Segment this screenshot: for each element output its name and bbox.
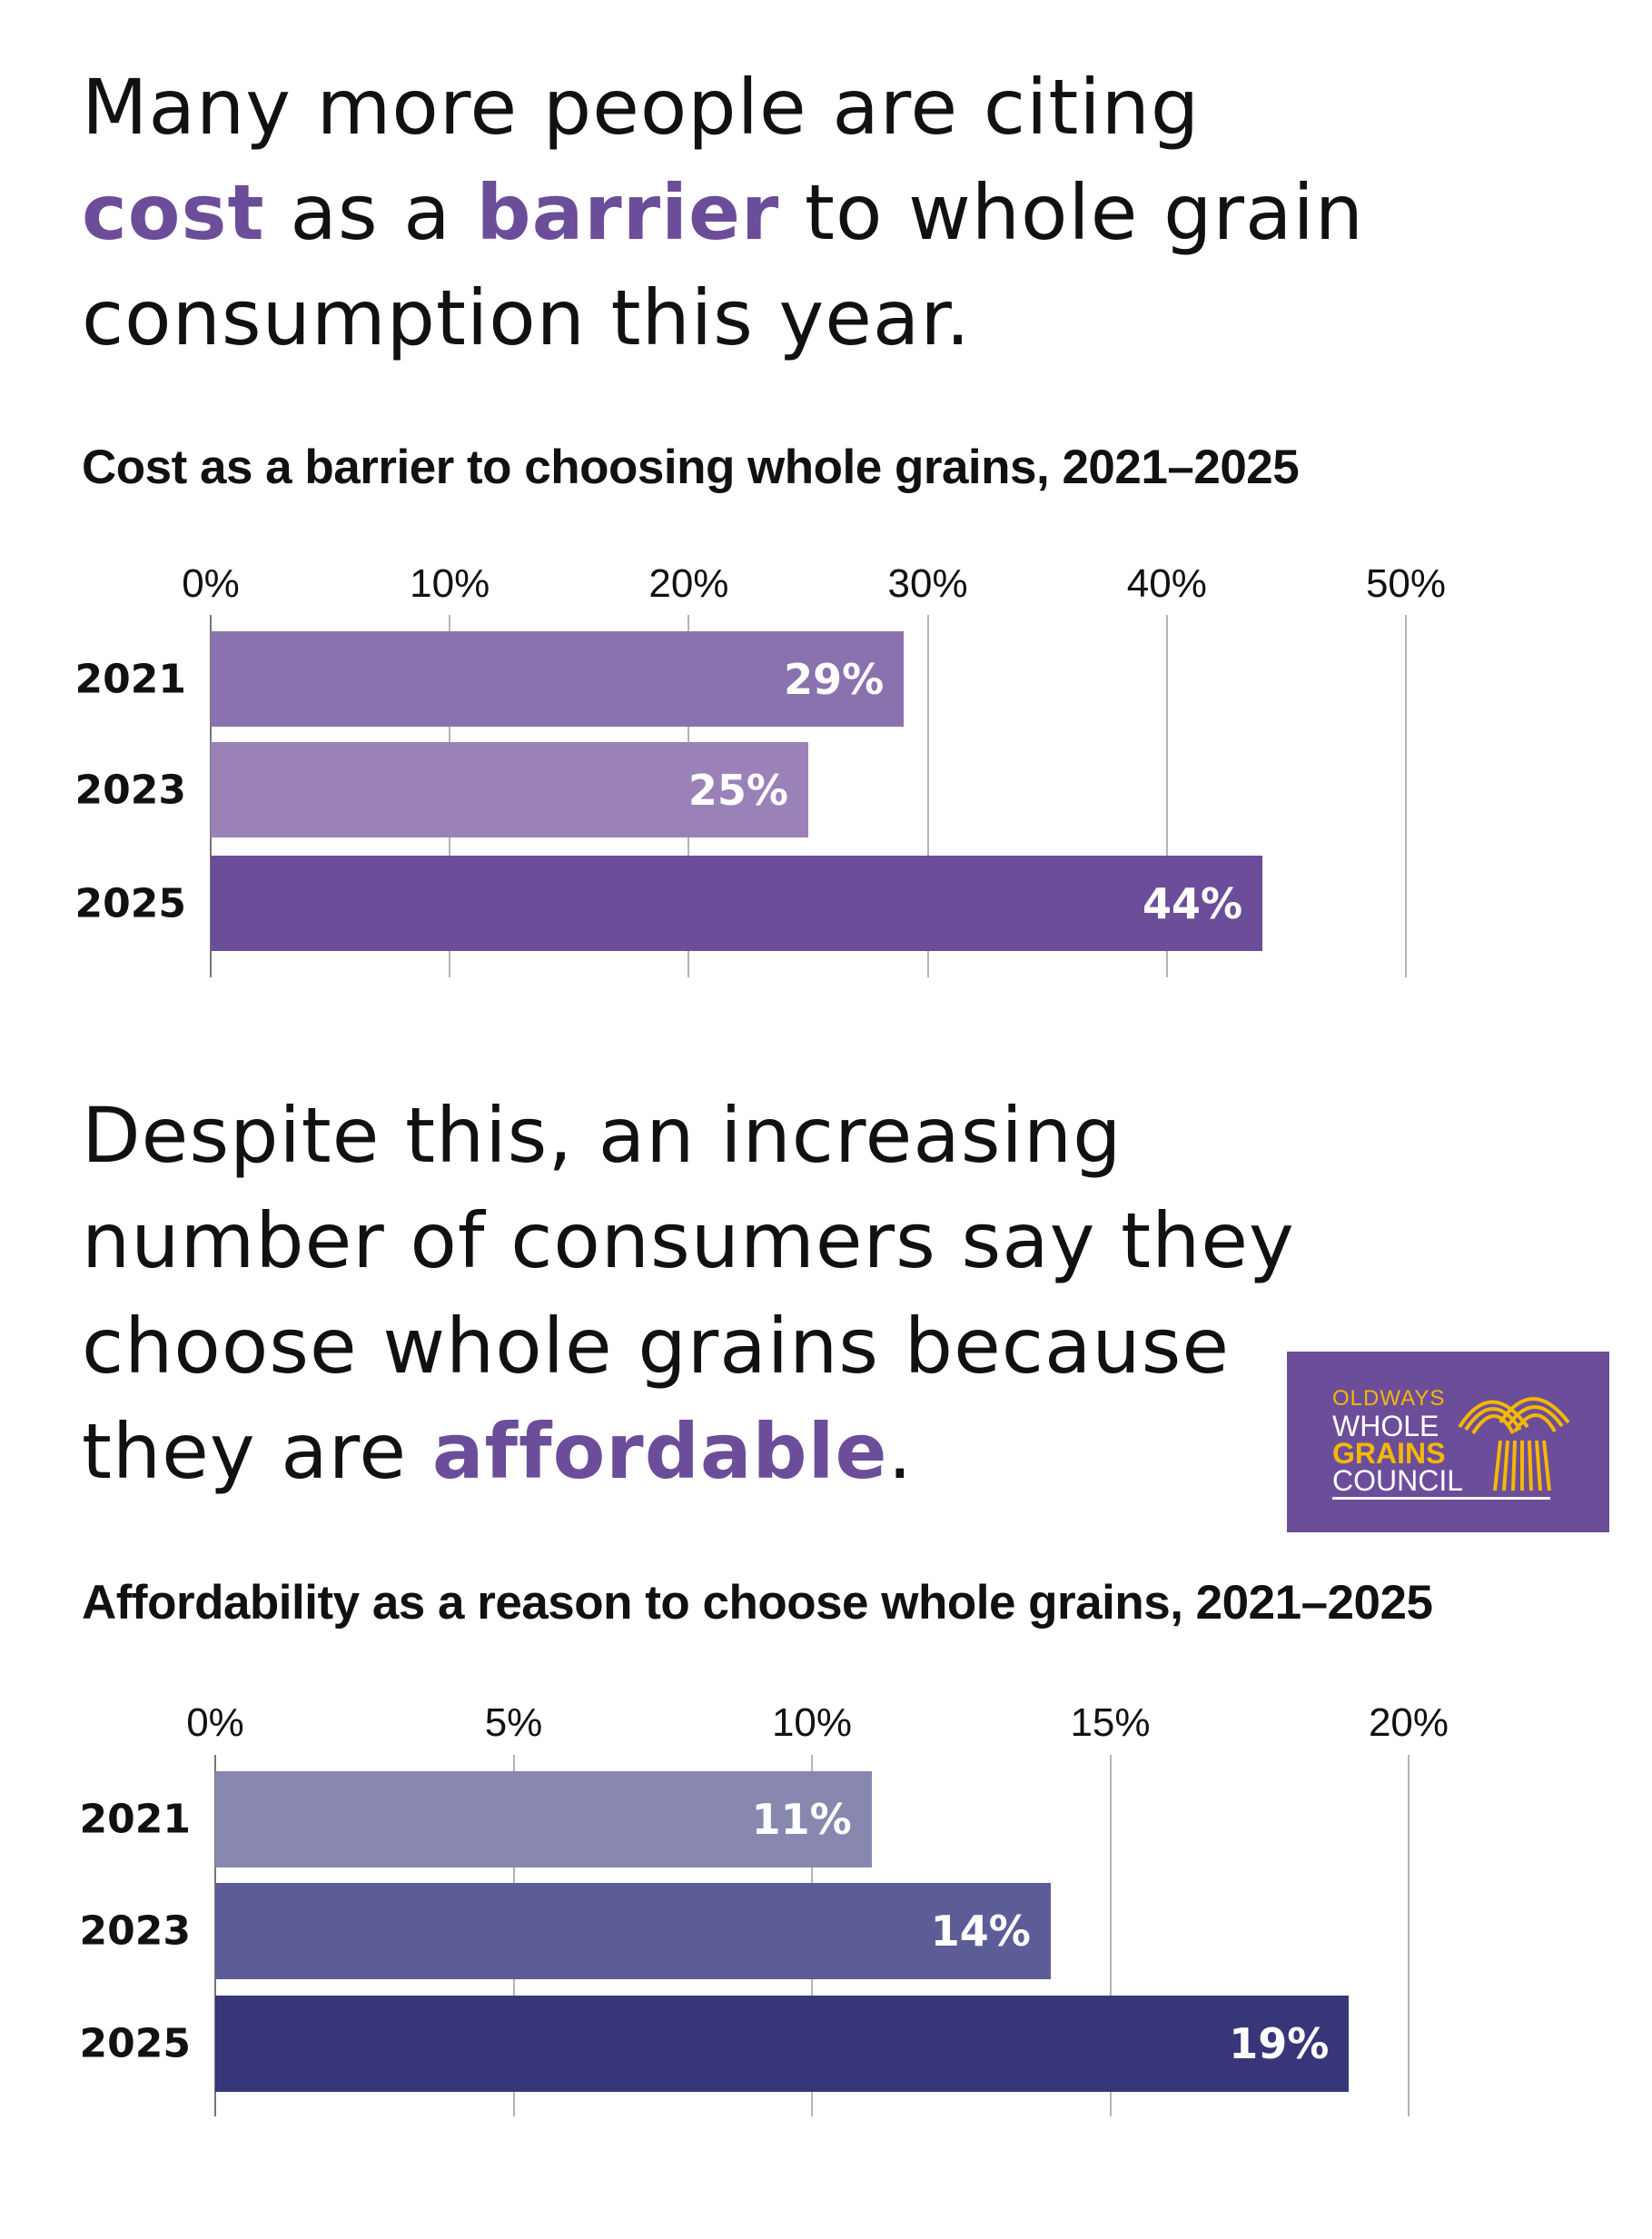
x-tick-label: 30%	[887, 561, 968, 606]
y-category-label: 2025	[74, 880, 186, 926]
accent-word-cost: cost	[82, 168, 265, 257]
chart-title-cost: Cost as a barrier to choosing whole grai…	[82, 441, 1300, 494]
y-category-label: 2023	[74, 767, 186, 813]
gridline	[512, 1755, 515, 2116]
headline-text: .	[887, 1407, 914, 1496]
headline-line: they are affordable.	[82, 1399, 1295, 1504]
x-tick-label: 10%	[410, 561, 490, 606]
x-tick-label: 0%	[186, 1700, 244, 1745]
x-tick-label: 5%	[484, 1700, 543, 1745]
bar-value-label: 44%	[1142, 878, 1243, 928]
x-tick-label: 50%	[1365, 561, 1447, 606]
headline-line: consumption this year.	[82, 273, 971, 362]
accent-word-affordable: affordable	[431, 1407, 888, 1496]
gridline	[1165, 615, 1168, 977]
y-category-label: 2021	[79, 1796, 191, 1843]
gridline	[210, 615, 212, 977]
gridline	[688, 615, 690, 977]
chart-title-affordability: Affordability as a reason to choose whol…	[82, 1576, 1433, 1630]
accent-word-barrier: barrier	[476, 168, 780, 257]
headline-text: they are	[82, 1407, 432, 1496]
x-tick-label: 10%	[771, 1700, 853, 1745]
logo-text-oldways: OLDWAYS	[1332, 1386, 1446, 1411]
y-category-label: 2023	[79, 1907, 191, 1955]
bar-2021: 29%	[211, 631, 905, 727]
gridline	[449, 615, 451, 977]
x-tick-label: 0%	[182, 561, 240, 606]
y-category-label: 2021	[74, 656, 186, 702]
logo-text-grains: GRAINS	[1332, 1437, 1446, 1470]
gridline	[811, 1755, 813, 2116]
x-tick-label: 20%	[648, 561, 729, 606]
logo-underline	[1332, 1497, 1550, 1500]
headline-line: Many more people are citing	[82, 63, 1201, 152]
gridline	[1408, 1755, 1410, 2116]
bar-2021: 11%	[215, 1771, 872, 1867]
headline-text: as a	[264, 168, 477, 257]
logo-text-whole: WHOLE	[1332, 1410, 1439, 1442]
oldways-whole-grains-council-logo: OLDWAYS WHOLE GRAINS COUNCIL	[1287, 1352, 1609, 1532]
x-tick-label: 15%	[1070, 1700, 1151, 1745]
headline-cost-barrier: Many more people are citing cost as a ba…	[82, 54, 1364, 371]
logo-text-council: COUNCIL	[1332, 1464, 1464, 1497]
bar-value-label: 19%	[1229, 2019, 1330, 2068]
headline-affordable: Despite this, an increasing number of co…	[82, 1083, 1295, 1504]
wheat-sheaf-icon	[1458, 1397, 1570, 1491]
bar-value-label: 29%	[784, 654, 885, 704]
bar-value-label: 14%	[930, 1907, 1031, 1956]
bar-value-label: 11%	[751, 1795, 852, 1844]
bar-2025: 19%	[215, 1996, 1350, 2092]
x-tick-label: 40%	[1126, 561, 1207, 606]
headline-line: cost as a barrier to whole grain	[82, 160, 1364, 265]
bar-2023: 14%	[215, 1883, 1051, 1979]
headline-line: choose whole grains because	[82, 1302, 1231, 1391]
gridline	[926, 615, 929, 977]
bar-2025: 44%	[211, 856, 1263, 951]
x-tick-label: 20%	[1368, 1700, 1449, 1745]
gridline	[214, 1755, 216, 2116]
bar-value-label: 25%	[688, 765, 788, 815]
headline-line: Despite this, an increasing	[82, 1091, 1123, 1180]
gridline	[1109, 1755, 1112, 2116]
gridline	[1405, 615, 1407, 977]
headline-line: number of consumers say they	[82, 1196, 1295, 1285]
y-category-label: 2025	[79, 2020, 191, 2067]
headline-text: to whole grain	[779, 168, 1365, 257]
bar-2023: 25%	[211, 742, 808, 837]
